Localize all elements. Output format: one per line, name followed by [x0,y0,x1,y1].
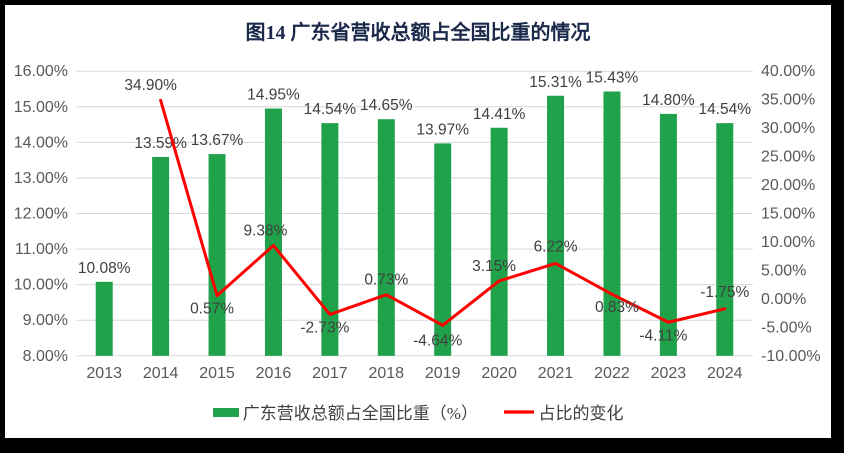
svg-text:35.00%: 35.00% [761,92,815,109]
svg-text:-10.00%: -10.00% [761,348,821,365]
svg-text:0.57%: 0.57% [190,301,234,318]
svg-text:0.00%: 0.00% [761,291,806,308]
svg-text:20.00%: 20.00% [761,177,815,194]
svg-text:40.00%: 40.00% [761,63,815,80]
svg-text:2014: 2014 [143,365,179,382]
svg-text:-5.00%: -5.00% [761,319,812,336]
svg-text:-2.73%: -2.73% [300,319,349,336]
svg-text:25.00%: 25.00% [761,149,815,166]
svg-text:13.67%: 13.67% [191,132,244,149]
svg-text:13.97%: 13.97% [416,121,469,138]
svg-text:30.00%: 30.00% [761,120,815,137]
svg-text:14.54%: 14.54% [699,101,752,118]
svg-text:13.00%: 13.00% [14,170,68,187]
svg-text:13.59%: 13.59% [134,135,187,152]
svg-text:9.38%: 9.38% [243,222,287,239]
svg-text:-1.75%: -1.75% [700,284,749,301]
svg-text:14.65%: 14.65% [360,97,413,114]
svg-text:2020: 2020 [481,365,517,382]
svg-text:12.00%: 12.00% [14,206,68,223]
svg-text:3.15%: 3.15% [472,258,516,275]
svg-text:0.73%: 0.73% [364,272,408,289]
svg-text:14.80%: 14.80% [642,92,695,109]
svg-text:14.41%: 14.41% [473,106,526,123]
svg-text:14.54%: 14.54% [304,101,357,118]
svg-text:2023: 2023 [651,365,687,382]
svg-text:2021: 2021 [538,365,574,382]
svg-text:2016: 2016 [256,365,292,382]
svg-text:2022: 2022 [594,365,630,382]
svg-text:2017: 2017 [312,365,348,382]
svg-text:16.00%: 16.00% [14,63,68,80]
svg-text:15.00%: 15.00% [14,99,68,116]
svg-text:2015: 2015 [199,365,235,382]
svg-text:2018: 2018 [368,365,404,382]
svg-text:6.22%: 6.22% [534,238,578,255]
svg-text:2024: 2024 [707,365,743,382]
svg-text:5.00%: 5.00% [761,262,806,279]
svg-text:2013: 2013 [86,365,122,382]
svg-text:11.00%: 11.00% [15,241,68,258]
svg-text:10.00%: 10.00% [14,277,68,294]
svg-text:-4.64%: -4.64% [413,332,462,349]
svg-text:10.00%: 10.00% [761,234,815,251]
svg-text:-4.11%: -4.11% [639,327,687,344]
svg-text:14.00%: 14.00% [14,134,68,151]
svg-text:15.43%: 15.43% [586,69,639,86]
svg-text:15.31%: 15.31% [529,74,582,91]
svg-text:14.95%: 14.95% [247,87,300,104]
svg-text:8.00%: 8.00% [23,348,68,365]
svg-text:9.00%: 9.00% [23,312,68,329]
svg-text:15.00%: 15.00% [761,206,815,223]
svg-text:0.83%: 0.83% [595,299,639,316]
svg-text:2019: 2019 [425,365,461,382]
svg-text:34.90%: 34.90% [124,77,177,94]
svg-text:10.08%: 10.08% [78,260,131,277]
